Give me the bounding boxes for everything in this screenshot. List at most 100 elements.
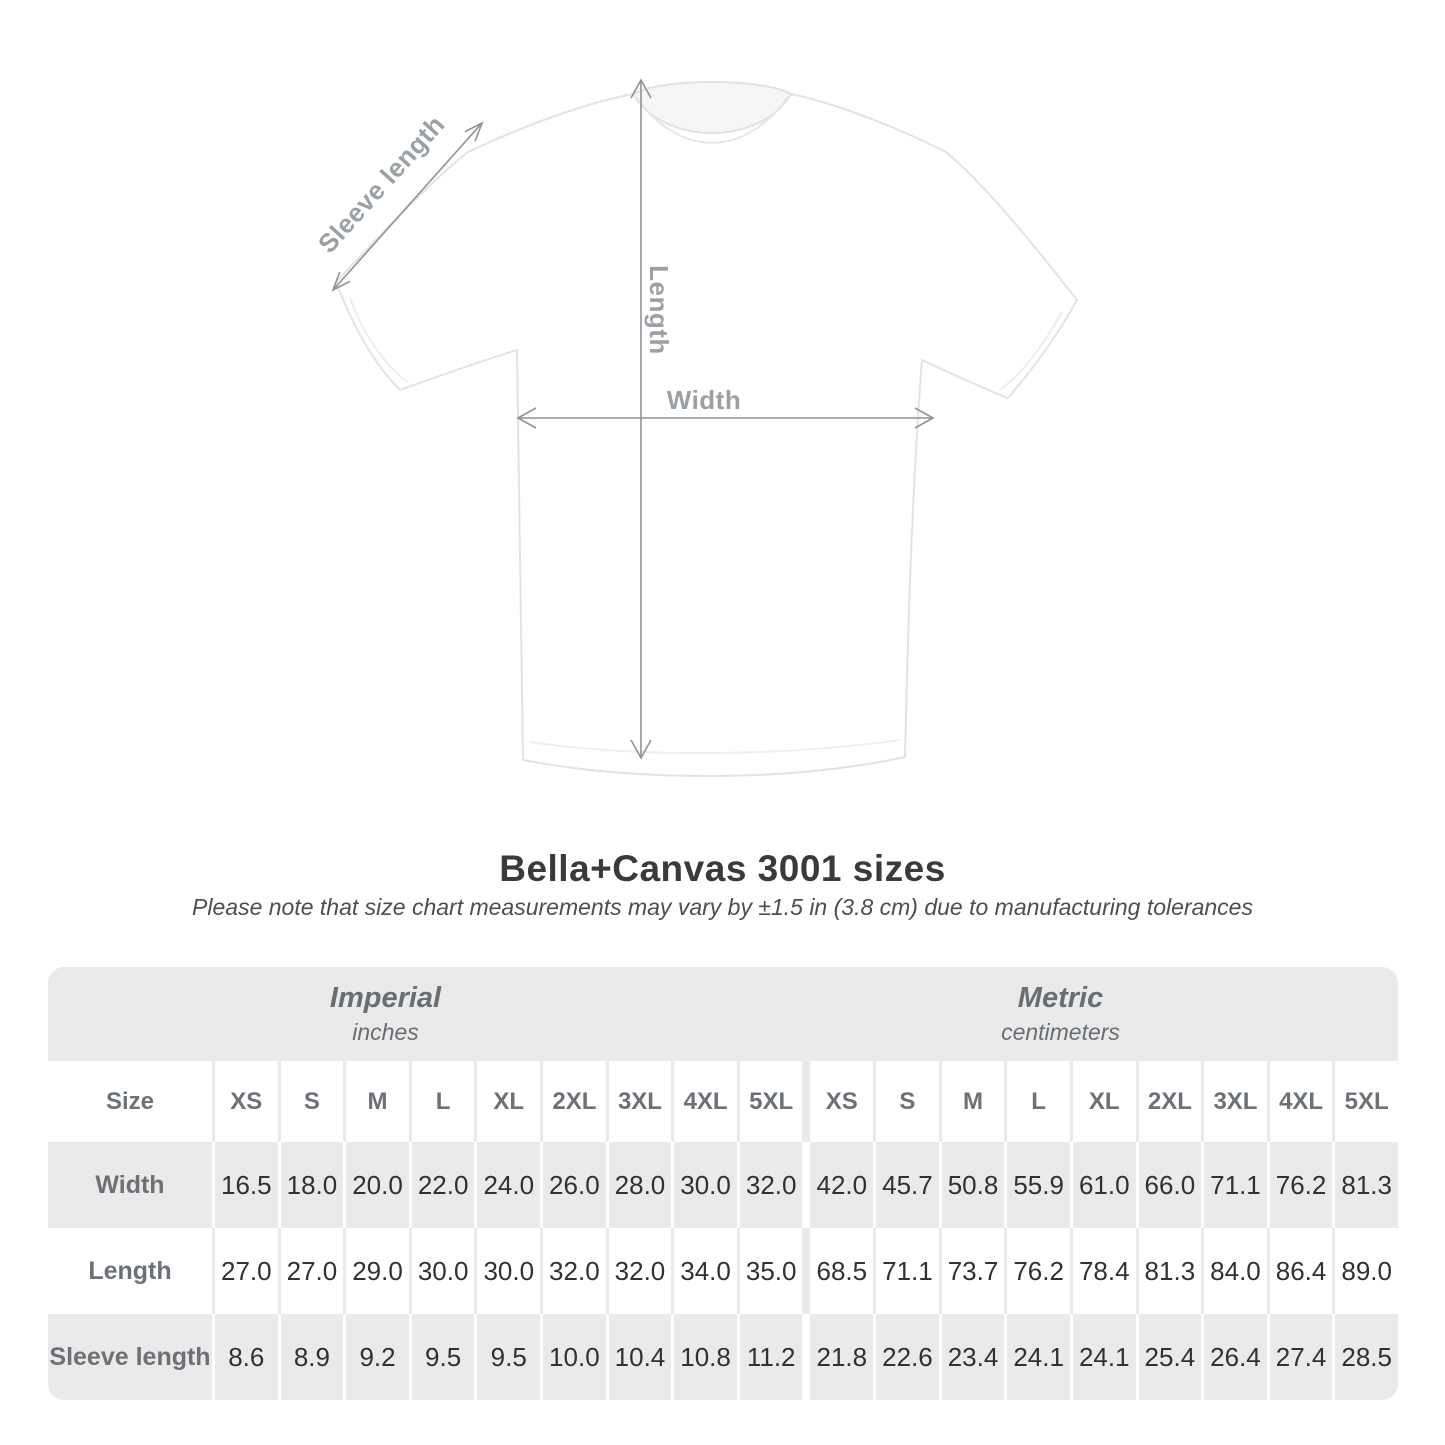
size-corner-header: Size [48, 1061, 212, 1142]
size-value-cell: 10.8 [674, 1314, 737, 1400]
size-value-cell: 8.9 [280, 1314, 344, 1400]
size-value-cell: 30.0 [674, 1142, 737, 1228]
size-value-cell: 32.0 [543, 1228, 606, 1314]
size-col-header: 5XL [739, 1061, 803, 1142]
size-value-cell: 71.1 [1204, 1142, 1267, 1228]
tshirt-graphic [335, 81, 1078, 777]
unit-divider [805, 1061, 807, 1142]
size-value-cell: 30.0 [411, 1228, 475, 1314]
size-col-header: 5XL [1335, 1061, 1398, 1142]
metric-unit: centimeters [1001, 1019, 1120, 1045]
size-header-row: Size XS S M L XL 2XL 3XL 4XL 5XL XS S M … [48, 1061, 1398, 1142]
unit-divider [805, 1142, 807, 1228]
size-value-cell: 45.7 [876, 1142, 939, 1228]
size-col-header: L [1007, 1061, 1070, 1142]
size-value-cell: 73.7 [941, 1228, 1005, 1314]
size-value-cell: 10.4 [608, 1314, 672, 1400]
size-value-cell: 10.0 [543, 1314, 606, 1400]
unit-header-metric: Metric centimeters [723, 967, 1398, 1061]
size-value-cell: 27.0 [280, 1228, 344, 1314]
size-value-cell: 78.4 [1072, 1228, 1136, 1314]
size-value-cell: 22.6 [876, 1314, 939, 1400]
width-label: Width [667, 385, 741, 415]
size-value-cell: 27.4 [1269, 1314, 1333, 1400]
page-title: Bella+Canvas 3001 sizes [499, 848, 946, 889]
unit-divider [805, 1228, 807, 1314]
size-value-cell: 30.0 [477, 1228, 541, 1314]
size-value-cell: 34.0 [674, 1228, 737, 1314]
size-value-cell: 21.8 [810, 1314, 874, 1400]
size-value-cell: 11.2 [739, 1314, 803, 1400]
size-value-cell: 42.0 [810, 1142, 874, 1228]
size-value-cell: 8.6 [215, 1314, 278, 1400]
size-col-header: XL [477, 1061, 541, 1142]
size-value-cell: 18.0 [280, 1142, 344, 1228]
size-value-cell: 86.4 [1269, 1228, 1333, 1314]
size-value-cell: 76.2 [1007, 1228, 1070, 1314]
imperial-unit: inches [352, 1019, 419, 1045]
size-col-header: 4XL [1269, 1061, 1333, 1142]
size-col-header: XS [810, 1061, 874, 1142]
size-value-cell: 22.0 [411, 1142, 475, 1228]
size-value-cell: 68.5 [810, 1228, 874, 1314]
size-value-cell: 28.0 [608, 1142, 672, 1228]
size-value-cell: 32.0 [608, 1228, 672, 1314]
collar [631, 81, 793, 134]
size-value-cell: 25.4 [1138, 1314, 1202, 1400]
unit-header-imperial: Imperial inches [48, 967, 723, 1061]
size-value-cell: 84.0 [1204, 1228, 1267, 1314]
size-col-header: M [941, 1061, 1005, 1142]
size-col-header: S [280, 1061, 344, 1142]
size-col-header: S [876, 1061, 939, 1142]
unit-header-row: Imperial inches Metric centimeters [48, 967, 1398, 1061]
table-row-width: Width 16.5 18.0 20.0 22.0 24.0 26.0 28.0… [48, 1142, 1398, 1228]
size-value-cell: 32.0 [739, 1142, 803, 1228]
size-value-cell: 71.1 [876, 1228, 939, 1314]
size-value-cell: 16.5 [215, 1142, 278, 1228]
row-label: Sleeve length [48, 1314, 212, 1400]
size-value-cell: 50.8 [941, 1142, 1005, 1228]
size-value-cell: 28.5 [1335, 1314, 1398, 1400]
sleeve-length-arrow [331, 121, 484, 292]
size-value-cell: 24.0 [477, 1142, 541, 1228]
size-value-cell: 23.4 [941, 1314, 1005, 1400]
page-subtitle: Please note that size chart measurements… [192, 894, 1253, 920]
size-value-cell: 9.5 [477, 1314, 541, 1400]
table-row-sleeve-length: Sleeve length 8.6 8.9 9.2 9.5 9.5 10.0 1… [48, 1314, 1398, 1400]
metric-label: Metric [1017, 982, 1104, 1014]
size-value-cell: 26.0 [543, 1142, 606, 1228]
unit-divider [805, 1314, 807, 1400]
length-label: Length [644, 265, 674, 355]
imperial-label: Imperial [329, 982, 442, 1014]
size-value-cell: 66.0 [1138, 1142, 1202, 1228]
size-value-cell: 81.3 [1138, 1228, 1202, 1314]
size-value-cell: 26.4 [1204, 1314, 1267, 1400]
size-value-cell: 29.0 [346, 1228, 409, 1314]
length-arrow [630, 78, 652, 760]
size-value-cell: 81.3 [1335, 1142, 1398, 1228]
table-row-length: Length 27.0 27.0 29.0 30.0 30.0 32.0 32.… [48, 1228, 1398, 1314]
size-value-cell: 9.5 [411, 1314, 475, 1400]
size-value-cell: 35.0 [739, 1228, 803, 1314]
size-value-cell: 61.0 [1072, 1142, 1136, 1228]
size-col-header: 3XL [608, 1061, 672, 1142]
size-value-cell: 89.0 [1335, 1228, 1398, 1314]
size-col-header: 4XL [674, 1061, 737, 1142]
size-value-cell: 9.2 [346, 1314, 409, 1400]
size-col-header: M [346, 1061, 409, 1142]
size-value-cell: 24.1 [1007, 1314, 1070, 1400]
size-col-header: XS [215, 1061, 278, 1142]
row-label: Length [48, 1228, 212, 1314]
size-value-cell: 20.0 [346, 1142, 409, 1228]
width-arrow [516, 407, 935, 429]
size-value-cell: 27.0 [215, 1228, 278, 1314]
row-label: Width [48, 1142, 212, 1228]
size-col-header: 2XL [543, 1061, 606, 1142]
size-col-header: L [411, 1061, 475, 1142]
size-col-header: 2XL [1138, 1061, 1202, 1142]
size-table: Imperial inches Metric centimeters Size … [48, 967, 1398, 1400]
size-col-header: XL [1072, 1061, 1136, 1142]
size-col-header: 3XL [1204, 1061, 1267, 1142]
size-value-cell: 55.9 [1007, 1142, 1070, 1228]
